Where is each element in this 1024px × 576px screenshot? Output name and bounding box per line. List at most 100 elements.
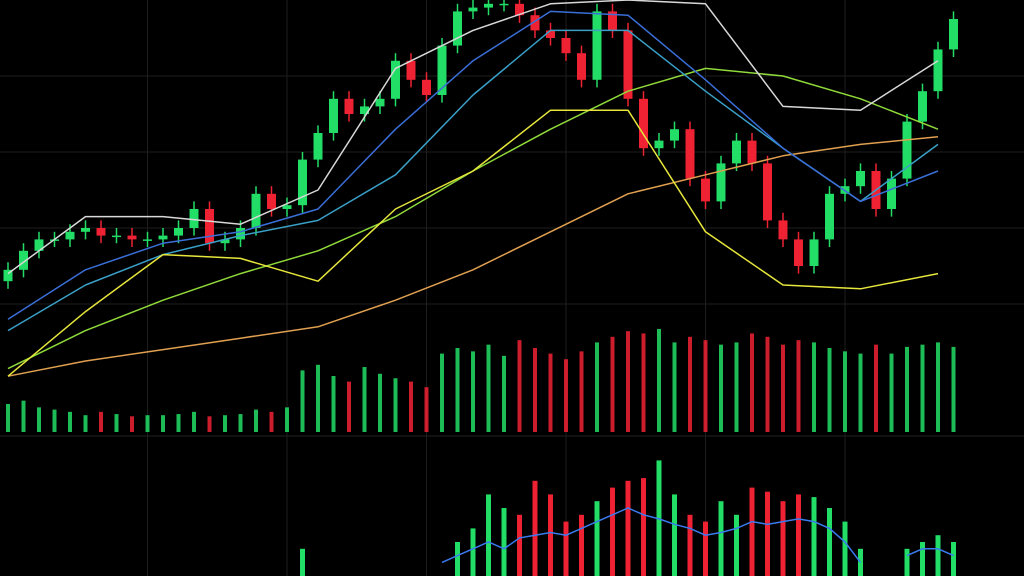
moving-average-line xyxy=(7,0,939,275)
volume-bar xyxy=(393,378,398,432)
candle-body xyxy=(918,91,927,122)
candle-body xyxy=(375,98,385,107)
volume-bar xyxy=(502,355,506,432)
volume-bar xyxy=(486,344,491,432)
candle-body xyxy=(174,228,183,236)
macd-bar xyxy=(920,542,925,576)
macd-bar xyxy=(951,542,956,576)
volume-bar xyxy=(331,376,336,432)
macd-bar xyxy=(548,494,553,576)
volume-bar xyxy=(858,353,863,432)
macd-bar xyxy=(765,491,770,576)
macd-bar xyxy=(594,501,600,576)
candle-body xyxy=(747,140,757,164)
volume-bar xyxy=(254,409,258,432)
volume-bar xyxy=(471,351,475,432)
volume-bar xyxy=(579,351,584,432)
candle-body xyxy=(685,129,695,179)
candle-body xyxy=(298,159,307,206)
macd-bar xyxy=(641,478,646,576)
candle-body xyxy=(282,205,292,209)
volume-bar xyxy=(517,340,522,432)
macd-bar xyxy=(904,548,910,576)
moving-average-line xyxy=(7,109,939,377)
candle-body xyxy=(158,235,168,240)
candle-body xyxy=(437,45,447,95)
volume-bar xyxy=(316,364,320,432)
macd-bar xyxy=(796,494,801,576)
macd-bar xyxy=(579,514,584,576)
macd-bar xyxy=(610,487,615,576)
volume-bar xyxy=(161,415,165,432)
macd-bar xyxy=(935,535,941,576)
candle-body xyxy=(220,239,230,244)
candle-body xyxy=(902,121,912,179)
candle-body xyxy=(313,133,323,160)
volume-bar xyxy=(889,353,894,432)
candle-body xyxy=(143,239,152,241)
macd-bar xyxy=(470,528,476,576)
candle-body xyxy=(561,38,571,54)
candle-body xyxy=(453,11,462,46)
macd-bar xyxy=(563,521,569,576)
volume-bar xyxy=(114,414,119,432)
moving-average-line xyxy=(7,136,939,377)
macd-bar xyxy=(455,542,460,576)
volume-bar xyxy=(843,351,847,432)
volume-bar xyxy=(269,411,274,432)
moving-average-line xyxy=(7,10,939,320)
signal-line xyxy=(441,507,954,564)
candle-body xyxy=(205,209,214,244)
volume-bar xyxy=(812,342,816,432)
candle-body xyxy=(701,178,710,202)
volume-bar xyxy=(533,348,537,432)
volume-bar xyxy=(378,373,382,432)
volume-bar xyxy=(68,411,72,432)
candle-body xyxy=(546,30,555,38)
macd-bar xyxy=(842,521,848,576)
macd-bar xyxy=(780,501,786,576)
candle-body xyxy=(577,53,586,80)
volume-bar xyxy=(207,416,212,432)
candle-body xyxy=(236,228,245,240)
volume-bar xyxy=(300,370,305,432)
candle-body xyxy=(406,60,416,80)
candle-body xyxy=(623,30,633,99)
macd-bar xyxy=(300,548,305,576)
volume-bar xyxy=(936,342,940,432)
candle-body xyxy=(608,11,617,31)
macd-bar xyxy=(486,494,491,576)
volume-bar xyxy=(626,331,630,432)
volume-bar xyxy=(920,344,925,432)
candle-body xyxy=(794,239,803,266)
macd-bar xyxy=(687,514,693,576)
volume-bar xyxy=(83,415,88,432)
candle-body xyxy=(96,228,106,236)
volume-bar xyxy=(362,367,367,432)
candle-body xyxy=(189,209,199,228)
volume-bar xyxy=(564,359,568,432)
macd-bar xyxy=(749,487,755,576)
volume-bar xyxy=(192,411,196,432)
volume-bar xyxy=(688,336,692,432)
volume-bar xyxy=(548,353,553,432)
candle-body xyxy=(329,98,338,133)
macd-bar xyxy=(811,497,817,576)
candle-body xyxy=(639,98,648,149)
volume-bar xyxy=(874,344,878,432)
candle-body xyxy=(778,220,788,240)
volume-bar xyxy=(52,409,57,432)
candle-body xyxy=(484,3,493,8)
macd-bar xyxy=(625,480,631,576)
volume-bar xyxy=(951,346,956,432)
volume-bar xyxy=(6,404,10,432)
volume-bar xyxy=(238,414,243,432)
macd-bar xyxy=(734,514,739,576)
candle-body xyxy=(856,171,865,187)
volume-bar xyxy=(455,348,460,432)
candle-body xyxy=(887,178,896,209)
candle-body xyxy=(515,3,524,16)
volume-bar xyxy=(99,411,103,432)
